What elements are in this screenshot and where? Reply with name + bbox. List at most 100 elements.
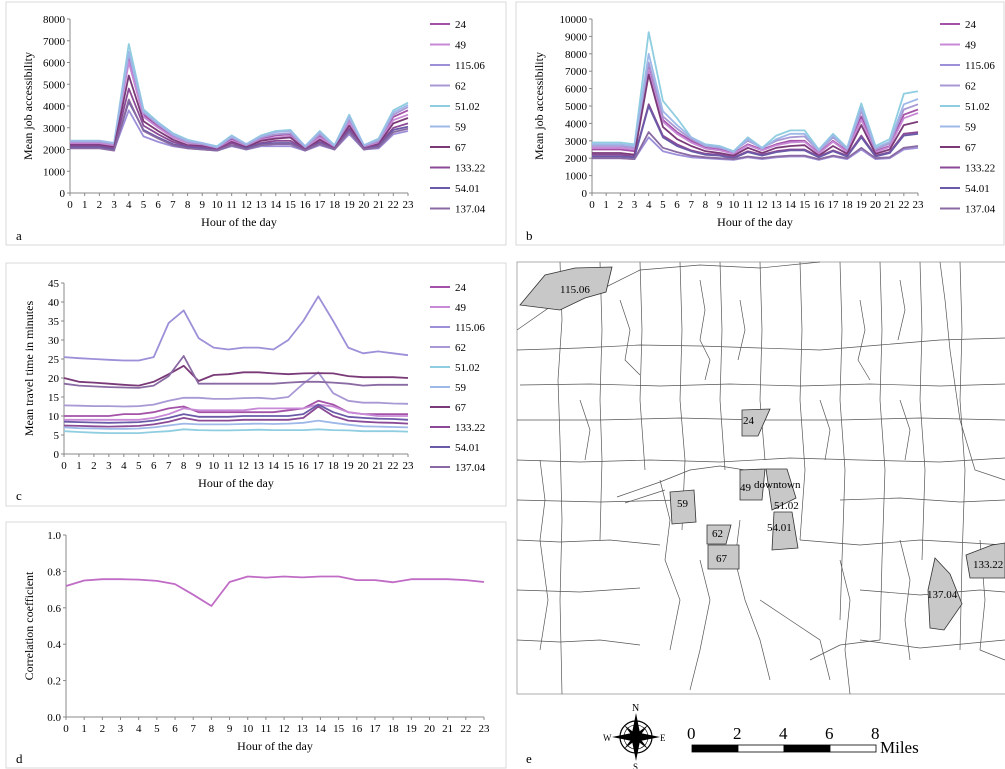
x-tick-label: 15 — [799, 199, 811, 211]
x-tick-label: 19 — [343, 460, 355, 472]
x-tick-label: 15 — [333, 723, 345, 735]
x-tick-label: 12 — [241, 199, 252, 211]
x-tick-label: 4 — [121, 460, 127, 472]
series-line-54.01 — [592, 105, 919, 160]
legend-label: 24 — [965, 19, 977, 31]
x-tick-label: 22 — [898, 199, 909, 211]
panel-letter-e: e — [526, 751, 532, 766]
map-label-115-06: 115.06 — [560, 284, 590, 296]
x-tick-label: 12 — [757, 199, 768, 211]
panel-a-frame — [5, 1, 507, 246]
scale-number-0: 0 — [687, 724, 696, 743]
y-tick-label: 4000 — [43, 101, 66, 113]
y-tick-label: 3000 — [565, 136, 588, 148]
x-tick-label: 2 — [618, 199, 624, 211]
compass-n: N — [632, 703, 639, 714]
x-tick-label: 10 — [728, 199, 740, 211]
legend-label: 49 — [455, 302, 467, 314]
y-tick-label: 20 — [48, 373, 60, 385]
y-tick-label: 0.4 — [47, 639, 61, 651]
y-tick-label: 6000 — [43, 58, 66, 70]
map-label-49: 49 — [740, 482, 752, 494]
x-tick-label: 7 — [688, 199, 694, 211]
y-tick-label: 5000 — [43, 79, 66, 91]
x-tick-label: 15 — [283, 460, 295, 472]
y-tick-label: 9000 — [565, 31, 588, 43]
x-tick-label: 20 — [358, 199, 370, 211]
tract-62 — [706, 524, 732, 545]
panel-letter-b: b — [526, 228, 533, 243]
x-tick-label: 17 — [313, 460, 325, 472]
compass-rose-icon: N S E W — [603, 703, 666, 769]
x-axis-label: Hour of the day — [237, 739, 313, 753]
x-tick-label: 9 — [196, 460, 202, 472]
series-line-137.04 — [70, 98, 409, 152]
legend-label: 137.04 — [965, 204, 996, 216]
x-tick-label: 21 — [373, 199, 384, 211]
y-tick-label: 3000 — [43, 123, 66, 135]
x-tick-label: 2 — [97, 199, 103, 211]
panel-letter-d: d — [16, 751, 23, 766]
x-tick-label: 16 — [298, 460, 310, 472]
y-tick-label: 10 — [48, 411, 60, 423]
y-tick-label: 15 — [48, 392, 60, 404]
x-tick-label: 5 — [154, 723, 160, 735]
x-tick-label: 3 — [106, 460, 112, 472]
tract-133-22 — [965, 542, 1005, 579]
x-tick-label: 5 — [660, 199, 666, 211]
y-tick-label: 1.0 — [47, 530, 61, 542]
x-tick-label: 17 — [827, 199, 839, 211]
legend-label: 62 — [455, 342, 466, 354]
map-label-54-01: 54.01 — [767, 522, 792, 534]
x-tick-label: 10 — [242, 723, 254, 735]
x-tick-label: 12 — [238, 460, 249, 472]
panel-letter-c: c — [16, 488, 22, 503]
x-tick-label: 14 — [785, 199, 797, 211]
y-tick-label: 1000 — [565, 171, 588, 183]
legend-label: 49 — [455, 40, 467, 52]
x-tick-label: 10 — [208, 460, 220, 472]
x-tick-label: 23 — [913, 199, 925, 211]
legend-label: 24 — [455, 19, 467, 31]
x-tick-label: 6 — [151, 460, 157, 472]
x-tick-label: 21 — [442, 723, 453, 735]
x-tick-label: 9 — [717, 199, 723, 211]
series-line-0 — [65, 575, 485, 607]
x-tick-label: 1 — [603, 199, 609, 211]
x-tick-label: 2 — [91, 460, 97, 472]
legend-label: 115.06 — [455, 322, 485, 334]
x-tick-label: 3 — [111, 199, 117, 211]
x-tick-label: 1 — [76, 460, 82, 472]
legend-label: 54.01 — [965, 183, 990, 195]
series-line-133.22 — [70, 87, 409, 151]
x-tick-label: 4 — [646, 199, 652, 211]
y-tick-label: 0 — [582, 188, 588, 200]
x-tick-label: 8 — [181, 460, 187, 472]
x-tick-label: 22 — [460, 723, 471, 735]
y-axis-label: Correlation coefficient — [22, 571, 36, 680]
map-panel: 115.06 24 49 downtown 51.02 54.01 59 62 … — [516, 261, 1005, 769]
legend-label: 133.22 — [965, 163, 995, 175]
legend-label: 49 — [965, 40, 977, 52]
x-tick-label: 7 — [190, 723, 196, 735]
y-tick-label: 2000 — [565, 153, 588, 165]
x-tick-label: 0 — [589, 199, 595, 211]
scale-number-2: 2 — [733, 724, 742, 743]
x-tick-label: 9 — [227, 723, 233, 735]
tract-24 — [741, 408, 771, 437]
x-tick-label: 16 — [813, 199, 825, 211]
y-tick-label: 8000 — [565, 49, 588, 61]
legend-label: 115.06 — [965, 60, 995, 72]
compass-w: W — [603, 733, 612, 743]
map-label-51-02: 51.02 — [774, 500, 799, 512]
x-tick-label: 21 — [373, 460, 384, 472]
series-line-59 — [592, 52, 919, 154]
tract-49 — [739, 468, 766, 501]
series-line-51.02 — [63, 428, 409, 435]
scale-unit: Miles — [880, 738, 919, 757]
x-tick-label: 20 — [358, 460, 370, 472]
x-tick-label: 4 — [136, 723, 142, 735]
legend-label: 62 — [965, 81, 976, 93]
